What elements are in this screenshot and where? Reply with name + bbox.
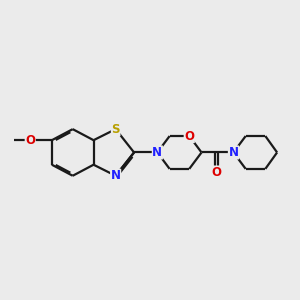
- Text: N: N: [228, 146, 239, 159]
- Text: O: O: [212, 166, 222, 179]
- Text: O: O: [25, 134, 35, 147]
- Text: N: N: [111, 169, 121, 182]
- Text: N: N: [152, 146, 162, 159]
- Text: O: O: [184, 130, 194, 142]
- Text: S: S: [111, 123, 120, 136]
